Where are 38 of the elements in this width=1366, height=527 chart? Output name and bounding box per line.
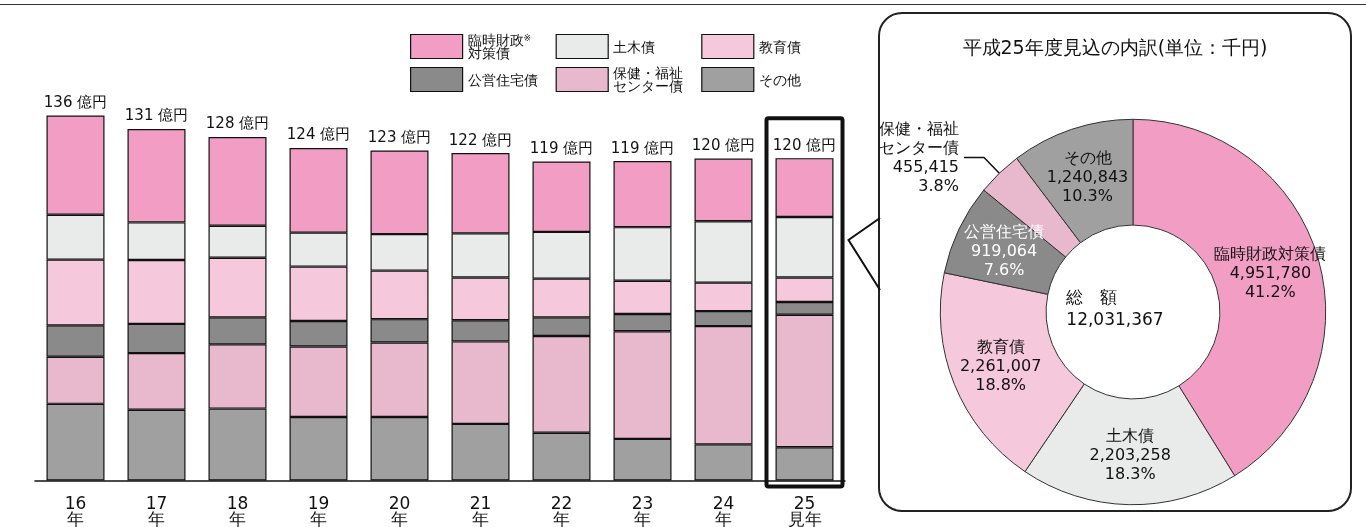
x-tick-label: 23 年 — [631, 492, 654, 527]
text: 136 億円 — [43, 92, 108, 111]
data-label: 4,951,780 41.2% — [1229, 263, 1312, 302]
x-tick-label: 25 見年 — [787, 492, 822, 527]
x-tick-label: 16 年 — [64, 492, 87, 527]
legend-label: 土木債 — [613, 38, 656, 55]
text: 臨時財政※対策債 — [467, 32, 532, 61]
x-tick-label: 21 年 — [469, 492, 492, 527]
annotation: 123 億円 — [367, 128, 432, 146]
chart-title: 平成25年度見込の内訳(単位：千円) — [962, 35, 1268, 58]
legend-label: 教育債 — [758, 38, 801, 55]
annotation: 120 億円 — [772, 135, 837, 154]
x-tick-label: 17 年 — [145, 492, 168, 527]
slice-label: 保健・福祉センター債 — [879, 119, 960, 158]
annotation: 120 億円 — [691, 136, 756, 155]
annotation: 128 億円 — [205, 114, 270, 133]
slice-label: その他 — [1063, 148, 1112, 168]
slice-label: 土木債 — [1106, 426, 1155, 446]
data-label: 2,261,007 18.8% — [959, 356, 1042, 395]
x-tick-label: 19 年 — [307, 492, 330, 527]
slice-label: 教育債 — [976, 337, 1025, 357]
annotation: 124 億円 — [286, 125, 351, 144]
x-tick-label: 22 年 — [550, 492, 573, 527]
legend-label: 公営住宅債 — [467, 71, 538, 88]
annotation: 119 億円 — [529, 138, 594, 157]
legend-label: その他 — [758, 71, 801, 88]
text: 総 額 12,031,367 — [1065, 287, 1164, 329]
legend-label: 保健・福祉センター債 — [613, 65, 684, 94]
x-tick-label: 24 年 — [712, 492, 735, 527]
data-label: 919,064 7.6% — [971, 241, 1038, 280]
x-tick-label: 20 年 — [388, 492, 411, 527]
annotation: 131 億円 — [124, 106, 189, 125]
annotation: 119 億円 — [610, 138, 675, 157]
data-label: 2,203,258 18.3% — [1089, 445, 1171, 484]
data-label: 455,415 3.8% — [892, 157, 960, 196]
annotation: 122 億円 — [448, 130, 513, 149]
data-label: 1,240,843 10.3% — [1046, 167, 1129, 206]
x-tick-label: 18 年 — [226, 492, 249, 527]
